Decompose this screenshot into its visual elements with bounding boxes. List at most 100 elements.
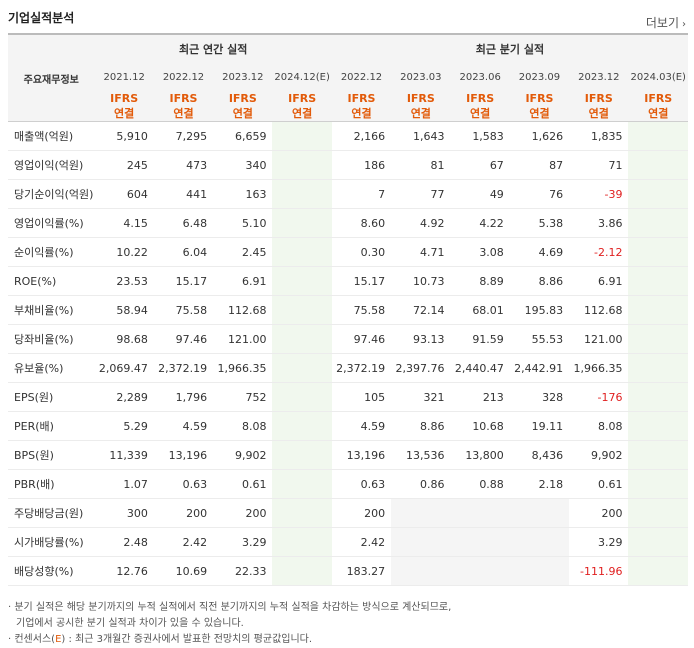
quarterly-cell: -39 <box>569 179 629 209</box>
quarterly-cell: 8.60 <box>331 208 392 238</box>
quarterly-cell: 13,800 <box>450 440 510 470</box>
quarterly-cell <box>628 556 688 586</box>
table-row: BPS(원) 11,339 13,196 9,902 13,196 13,536 13,80… <box>8 440 688 470</box>
quarterly-cell: 2,372.19 <box>331 353 392 383</box>
annual-period-3: 2024.12(E) <box>272 63 332 91</box>
quarterly-cell: 4.92 <box>391 208 451 238</box>
quarterly-cell: 200 <box>331 498 392 528</box>
chevron-right-icon: › <box>682 19 686 30</box>
quarterly-cell: 1,626 <box>509 121 570 151</box>
quarterly-cell: 81 <box>391 150 451 180</box>
row-label: 시가배당률(%) <box>8 527 95 557</box>
quarterly-cell: 213 <box>450 382 510 412</box>
basis-consolidated: 연결 <box>351 107 372 120</box>
note-1-cont: 기업에서 공시한 분기 실적과 차이가 있을 수 있습니다. <box>16 618 244 629</box>
basis-label: IFRS 연결 <box>628 91 688 122</box>
annual-cell: 473 <box>153 150 214 180</box>
quarterly-cell: 7 <box>331 179 392 209</box>
basis-ifrs: IFRS <box>288 92 317 105</box>
basis-ifrs: IFRS <box>169 92 198 105</box>
annual-cell <box>272 527 332 557</box>
quarterly-cell: 186 <box>331 150 392 180</box>
annual-cell: 2.48 <box>94 527 154 557</box>
quarterly-cell <box>450 527 510 557</box>
annual-cell: 1,966.35 <box>213 353 273 383</box>
quarterly-cell: 10.73 <box>391 266 451 296</box>
annual-cell: 163 <box>213 179 273 209</box>
basis-consolidated: 연결 <box>648 107 669 120</box>
note-1: · 분기 실적은 해당 분기까지의 누적 실적에서 직전 분기까지의 누적 실적… <box>8 602 452 613</box>
quarterly-cell: 8,436 <box>509 440 570 470</box>
quarterly-period-4: 2023.12 <box>569 63 629 91</box>
quarterly-cell: 55.53 <box>509 324 570 354</box>
row-label: BPS(원) <box>8 440 95 470</box>
footnotes: · 분기 실적은 해당 분기까지의 누적 실적에서 직전 분기까지의 누적 실적… <box>8 600 688 648</box>
more-link[interactable]: 더보기 › <box>646 14 686 31</box>
basis-ifrs: IFRS <box>347 92 376 105</box>
annual-cell <box>272 208 332 238</box>
annual-cell: 11,339 <box>94 440 154 470</box>
quarterly-cell <box>628 440 688 470</box>
basis-ifrs: IFRS <box>406 92 435 105</box>
basis-consolidated: 연결 <box>588 107 609 120</box>
quarterly-cell: 19.11 <box>509 411 570 441</box>
quarterly-cell <box>628 353 688 383</box>
annual-cell: 22.33 <box>213 556 273 586</box>
annual-cell: 98.68 <box>94 324 154 354</box>
quarterly-cell <box>628 382 688 412</box>
annual-cell: 23.53 <box>94 266 154 296</box>
table-row: 시가배당률(%) 2.48 2.42 3.29 2.42 3.29 <box>8 527 688 557</box>
quarterly-cell <box>628 121 688 151</box>
annual-cell: 112.68 <box>213 295 273 325</box>
quarterly-cell <box>391 527 451 557</box>
quarterly-cell: 77 <box>391 179 451 209</box>
financial-table: 주요재무정보 최근 연간 실적 최근 분기 실적 2021.12 2022.12 2023… <box>8 33 688 586</box>
basis-label: IFRS 연결 <box>272 91 332 122</box>
quarterly-cell: 2,166 <box>331 121 392 151</box>
basis-consolidated: 연결 <box>529 107 550 120</box>
quarterly-cell <box>628 179 688 209</box>
quarterly-cell: -111.96 <box>569 556 629 586</box>
basis-consolidated: 연결 <box>173 107 194 120</box>
basis-ifrs: IFRS <box>644 92 673 105</box>
basis-consolidated: 연결 <box>470 107 491 120</box>
quarterly-cell: 9,902 <box>569 440 629 470</box>
annual-cell <box>272 353 332 383</box>
quarterly-cell <box>628 266 688 296</box>
annual-period-1: 2022.12 <box>153 63 214 91</box>
annual-cell: 6.48 <box>153 208 214 238</box>
row-label: PBR(배) <box>8 469 95 499</box>
basis-label: IFRS 연결 <box>569 91 629 122</box>
quarterly-cell: 72.14 <box>391 295 451 325</box>
quarterly-cell: 8.89 <box>450 266 510 296</box>
quarterly-period-1: 2023.03 <box>391 63 451 91</box>
basis-consolidated: 연결 <box>292 107 313 120</box>
consensus-mark: E <box>55 634 62 645</box>
annual-cell: 7,295 <box>153 121 214 151</box>
quarterly-cell: 0.88 <box>450 469 510 499</box>
quarterly-cell: 4.69 <box>509 237 570 267</box>
basis-ifrs: IFRS <box>466 92 495 105</box>
quarterly-cell: 71 <box>569 150 629 180</box>
quarterly-cell: 328 <box>509 382 570 412</box>
quarterly-cell <box>628 498 688 528</box>
quarterly-cell <box>628 411 688 441</box>
quarterly-cell: 87 <box>509 150 570 180</box>
annual-cell: 200 <box>153 498 214 528</box>
annual-cell: 5,910 <box>94 121 154 151</box>
quarterly-cell: 75.58 <box>331 295 392 325</box>
basis-label: IFRS 연결 <box>153 91 214 122</box>
row-label: 영업이익률(%) <box>8 208 95 238</box>
basis-consolidated: 연결 <box>410 107 431 120</box>
annual-cell <box>272 121 332 151</box>
quarterly-cell: 13,536 <box>391 440 451 470</box>
quarterly-cell: 49 <box>450 179 510 209</box>
quarterly-cell: 200 <box>569 498 629 528</box>
quarterly-cell: 2.18 <box>509 469 570 499</box>
annual-cell: 604 <box>94 179 154 209</box>
row-label: PER(배) <box>8 411 95 441</box>
quarterly-cell: 1,583 <box>450 121 510 151</box>
quarterly-cell: 5.38 <box>509 208 570 238</box>
annual-cell <box>272 440 332 470</box>
annual-cell: 0.61 <box>213 469 273 499</box>
